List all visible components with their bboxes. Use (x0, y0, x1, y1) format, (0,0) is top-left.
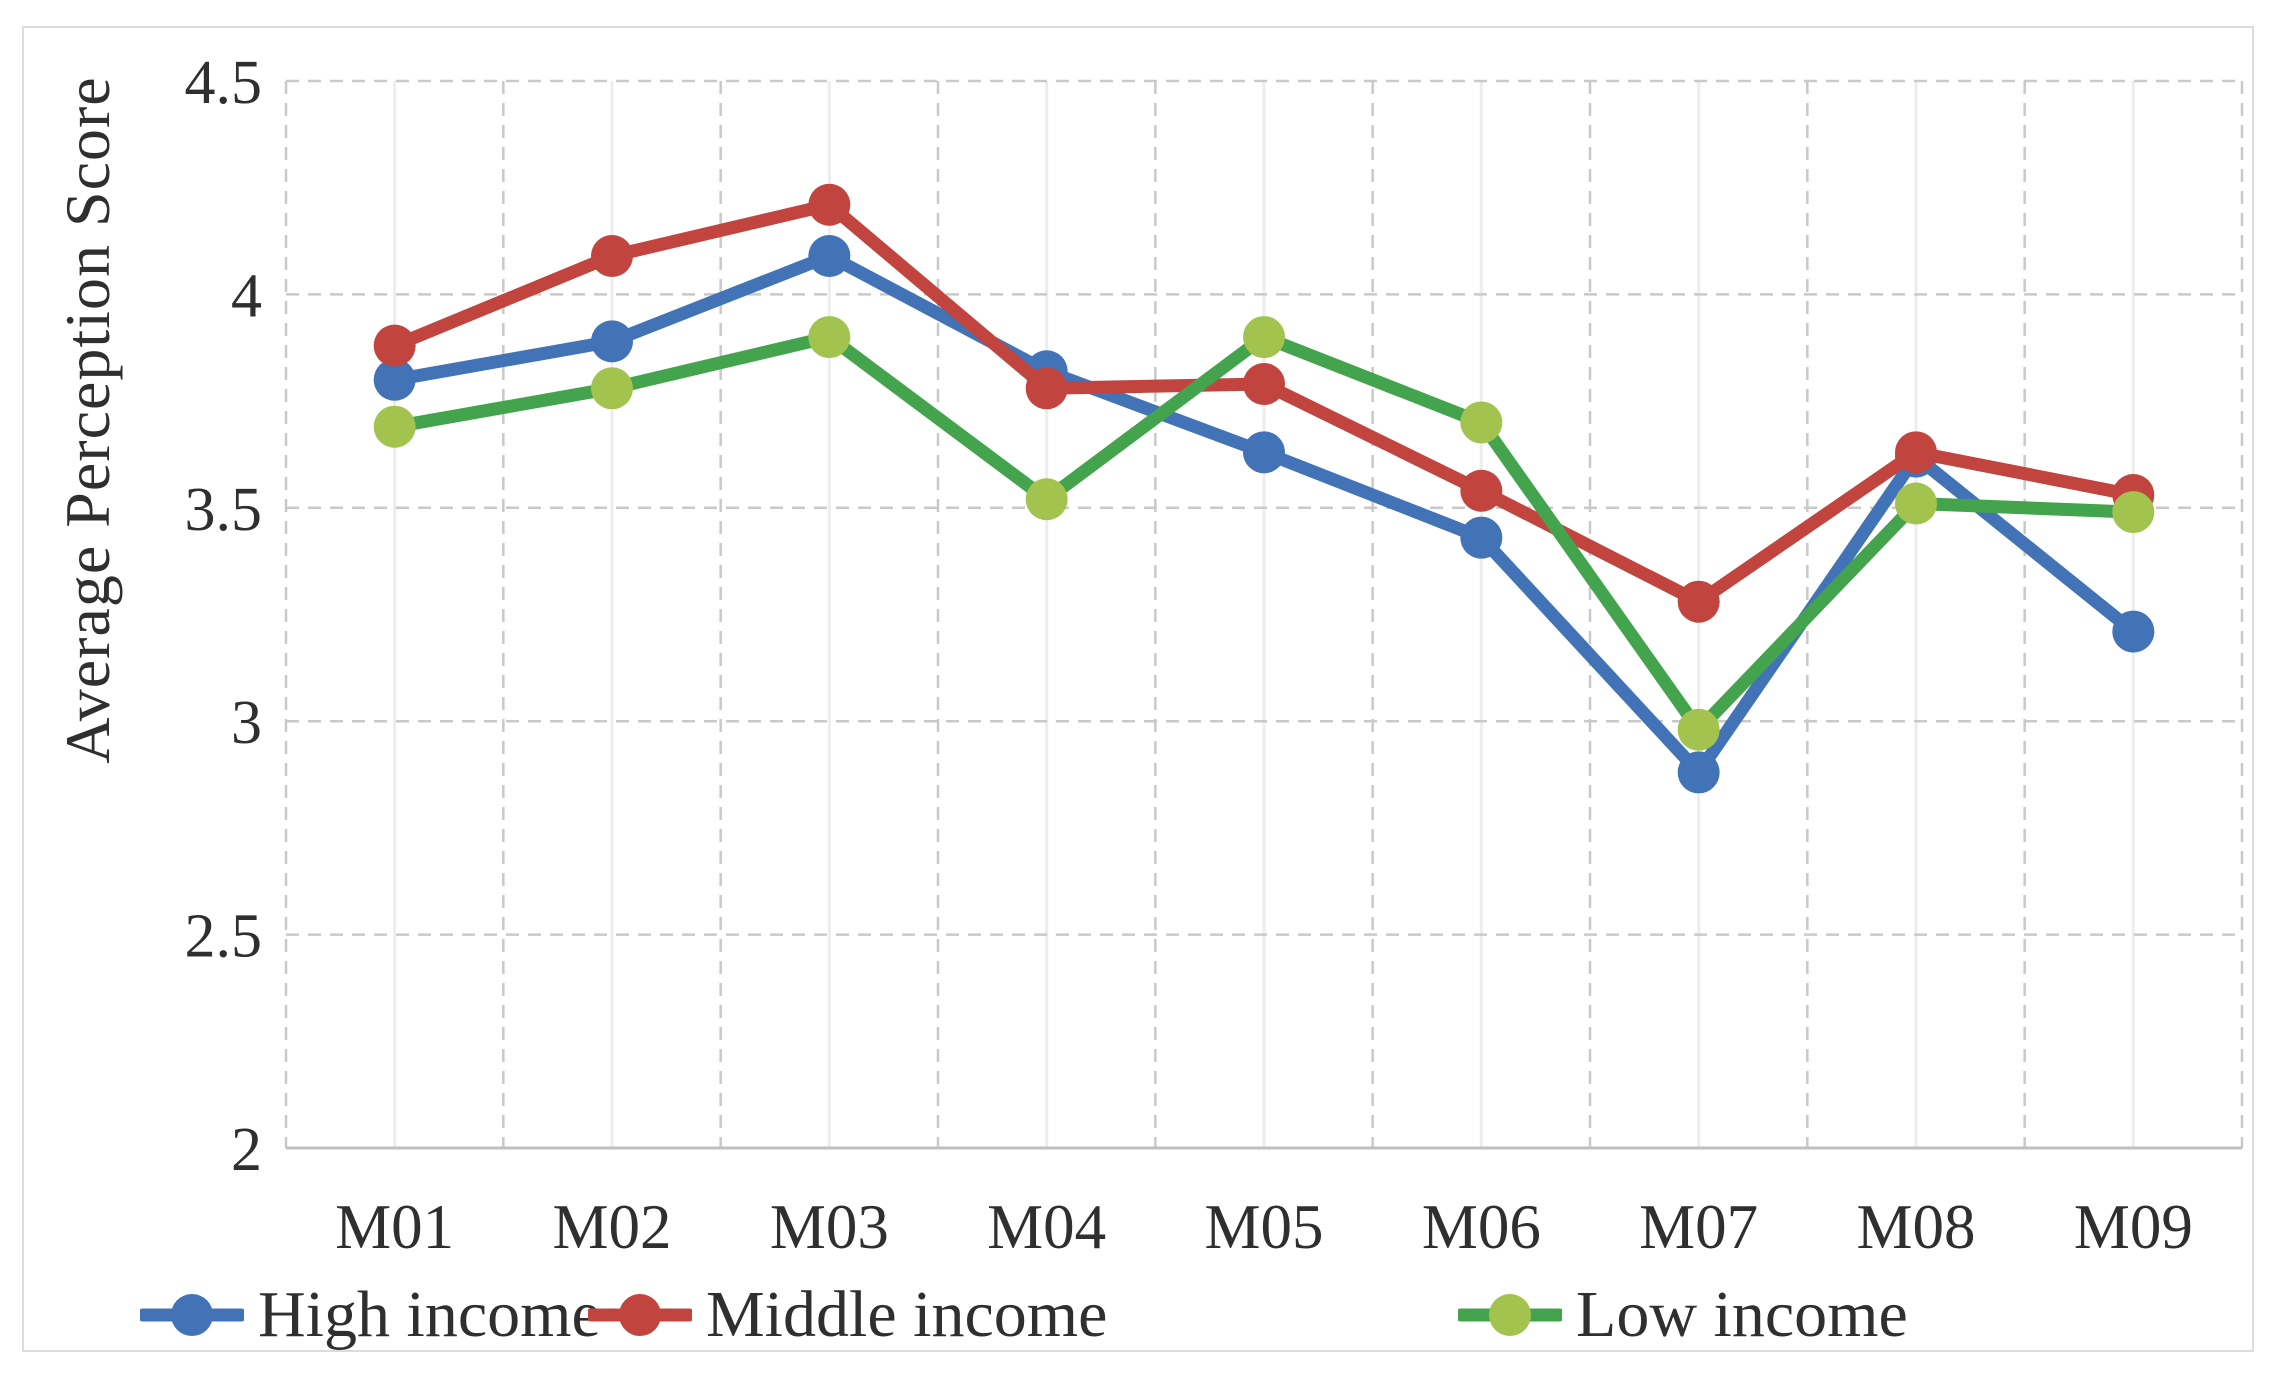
legend: High income Middle income Low income (0, 1272, 2280, 1358)
legend-label-high-income: High income (258, 1278, 601, 1351)
series-layer (373, 183, 2155, 794)
x-tick-label: M04 (987, 1192, 1106, 1262)
legend-marker-high-income (140, 1294, 244, 1336)
data-point-low-income-M01 (373, 405, 416, 448)
data-point-low-income-M06 (1460, 401, 1503, 444)
data-point-low-income-M02 (591, 367, 633, 410)
data-point-low-income-M03 (808, 316, 851, 359)
data-point-low-income-M08 (1895, 482, 1937, 525)
data-point-low-income-M09 (2112, 491, 2155, 534)
legend-item-low-income: Low income (1458, 1272, 1908, 1358)
y-tick-label: 4.5 (185, 49, 263, 117)
y-axis-title: Average Perception Score (52, 76, 123, 764)
y-tick-label: 4 (231, 262, 262, 330)
y-tick-label: 3 (231, 689, 262, 757)
x-tick-label: M07 (1639, 1192, 1758, 1262)
data-point-low-income-M05 (1243, 316, 1285, 359)
data-point-middle-income-M05 (1243, 363, 1285, 406)
x-tick-label: M01 (335, 1192, 454, 1262)
legend-dot-middle-income (619, 1294, 661, 1336)
data-point-high-income-M03 (808, 234, 851, 277)
data-point-high-income-M07 (1677, 751, 1720, 794)
legend-item-high-income: High income (140, 1272, 601, 1358)
data-point-high-income-M06 (1460, 516, 1503, 559)
y-tick-label: 2.5 (185, 903, 263, 971)
x-tick-label: M03 (770, 1192, 889, 1262)
data-point-middle-income-M01 (373, 324, 416, 367)
data-point-high-income-M02 (591, 320, 633, 363)
data-point-high-income-M05 (1243, 431, 1285, 474)
data-point-high-income-M01 (373, 358, 416, 401)
data-point-low-income-M04 (1025, 478, 1068, 521)
legend-label-low-income: Low income (1576, 1278, 1908, 1351)
data-point-low-income-M07 (1677, 708, 1720, 751)
legend-item-middle-income: Middle income (588, 1272, 1107, 1358)
legend-marker-low-income (1458, 1294, 1562, 1336)
legend-dot-low-income (1489, 1294, 1531, 1336)
x-tick-label: M02 (552, 1192, 671, 1262)
data-point-middle-income-M04 (1025, 367, 1068, 410)
data-point-middle-income-M08 (1895, 431, 1937, 474)
tick-label-layer: 4.5 4 3.5 3 2.5 2 M01 M02 M03 M04 M05 M06 M07 M08 M09 (185, 49, 2193, 1262)
x-tick-label: M09 (2074, 1192, 2193, 1262)
data-point-middle-income-M06 (1460, 469, 1503, 512)
legend-marker-middle-income (588, 1294, 692, 1336)
data-point-middle-income-M02 (591, 234, 633, 277)
gridline-layer (284, 79, 2244, 1150)
data-point-high-income-M09 (2112, 610, 2155, 653)
legend-label-middle-income: Middle income (706, 1278, 1108, 1351)
data-point-middle-income-M07 (1677, 580, 1720, 623)
x-tick-label: M08 (1856, 1192, 1975, 1262)
y-tick-label: 3.5 (185, 476, 263, 544)
x-tick-label: M05 (1204, 1192, 1323, 1262)
y-tick-label: 2 (231, 1116, 262, 1184)
x-tick-label: M06 (1422, 1192, 1541, 1262)
data-point-middle-income-M03 (808, 183, 851, 226)
legend-dot-high-income (171, 1294, 213, 1336)
